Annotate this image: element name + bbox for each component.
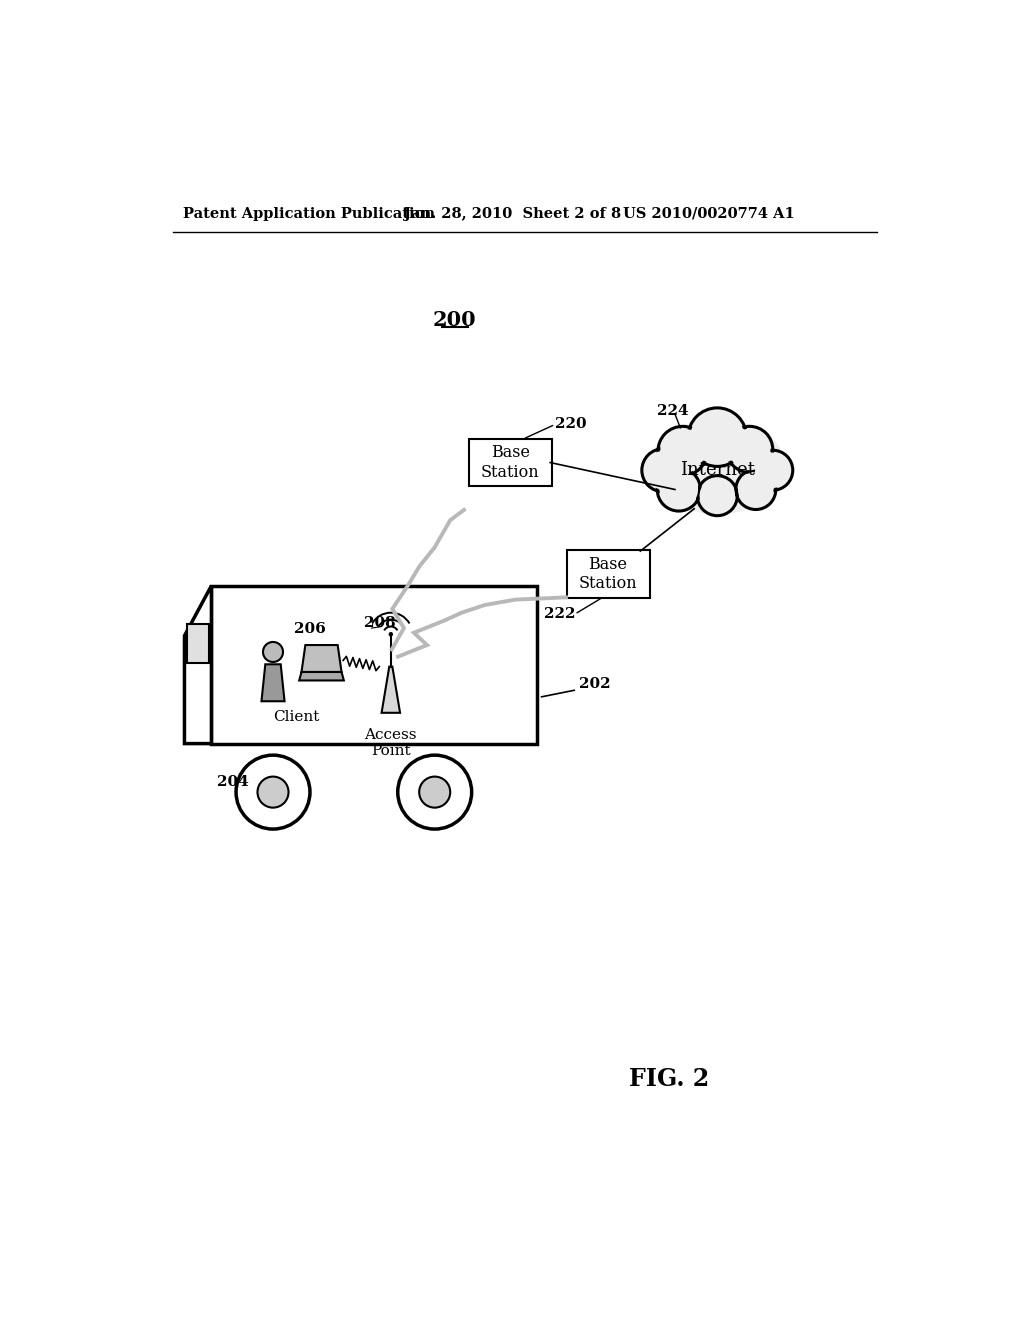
Text: FIG. 2: FIG. 2 <box>630 1067 710 1090</box>
Polygon shape <box>184 586 211 743</box>
Polygon shape <box>382 667 400 713</box>
Text: 220: 220 <box>555 417 587 432</box>
Ellipse shape <box>649 418 785 515</box>
Circle shape <box>659 470 698 508</box>
Circle shape <box>727 426 773 473</box>
Circle shape <box>729 429 770 470</box>
Text: Access
Point: Access Point <box>365 729 417 759</box>
Text: 224: 224 <box>657 404 689 418</box>
Circle shape <box>658 426 708 475</box>
Text: Base
Station: Base Station <box>481 445 540 480</box>
Circle shape <box>697 475 737 516</box>
Circle shape <box>419 776 451 808</box>
Text: Jan. 28, 2010  Sheet 2 of 8: Jan. 28, 2010 Sheet 2 of 8 <box>403 207 621 220</box>
Circle shape <box>644 451 683 490</box>
Text: Base
Station: Base Station <box>579 556 637 593</box>
Circle shape <box>755 453 791 488</box>
Text: Client: Client <box>273 710 319 725</box>
Text: Internet: Internet <box>680 461 755 479</box>
Circle shape <box>257 776 289 808</box>
Bar <box>186 624 209 663</box>
Text: 202: 202 <box>579 677 610 690</box>
Bar <box>211 586 538 743</box>
Text: 208: 208 <box>364 615 395 630</box>
Circle shape <box>657 469 700 511</box>
FancyBboxPatch shape <box>567 550 649 598</box>
Polygon shape <box>261 664 285 701</box>
Circle shape <box>736 470 776 510</box>
Circle shape <box>642 449 685 492</box>
FancyBboxPatch shape <box>469 438 552 487</box>
Circle shape <box>237 755 310 829</box>
Circle shape <box>690 411 744 465</box>
Text: Patent Application Publication: Patent Application Publication <box>183 207 435 220</box>
Circle shape <box>738 471 773 507</box>
Polygon shape <box>301 645 342 672</box>
Circle shape <box>397 755 472 829</box>
Circle shape <box>660 429 705 474</box>
Circle shape <box>389 632 392 636</box>
Circle shape <box>263 642 283 663</box>
Circle shape <box>688 408 746 466</box>
Polygon shape <box>299 672 344 681</box>
Text: 204: 204 <box>217 775 249 789</box>
Text: 222: 222 <box>544 607 575 622</box>
Text: 206: 206 <box>294 622 326 636</box>
Text: 200: 200 <box>432 310 476 330</box>
Text: US 2010/0020774 A1: US 2010/0020774 A1 <box>624 207 795 220</box>
Circle shape <box>753 450 793 490</box>
Circle shape <box>699 478 735 513</box>
